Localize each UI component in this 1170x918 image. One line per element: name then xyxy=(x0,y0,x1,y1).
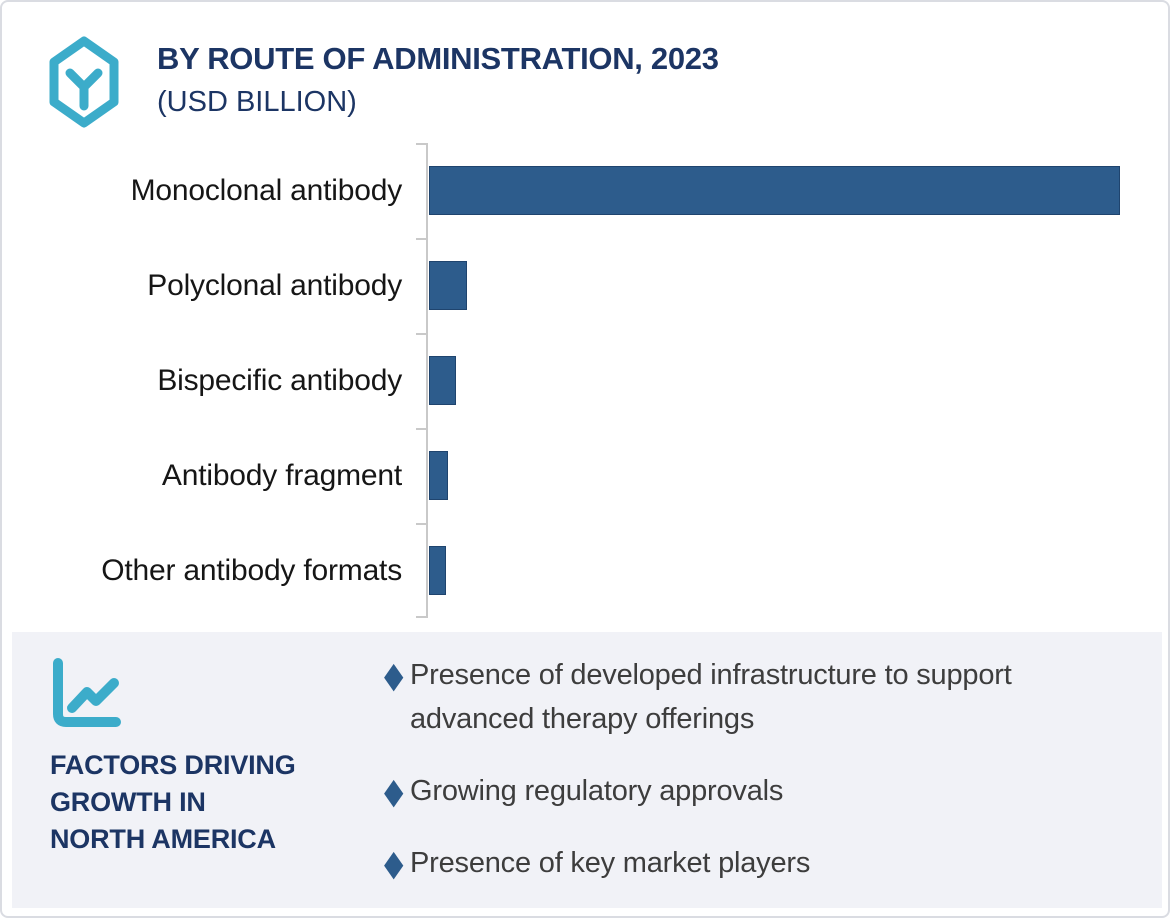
factors-heading-line: NORTH AMERICA xyxy=(50,824,276,854)
bullet-item: Growing regulatory approvals xyxy=(384,769,1060,813)
bullet-text: Growing regulatory approvals xyxy=(410,775,784,807)
category-label: Antibody fragment xyxy=(161,458,402,492)
chart-row: Antibody fragment xyxy=(2,428,1147,523)
chart-row: Monoclonal antibody xyxy=(2,143,1147,238)
line-chart-icon xyxy=(53,658,121,727)
diamond-bullet-icon xyxy=(384,841,402,885)
bar-track xyxy=(427,238,1147,333)
antibody-hexagon-icon xyxy=(49,36,119,128)
factors-bullet-list: Presence of developed infrastructure to … xyxy=(384,653,1060,885)
category-label: Monoclonal antibody xyxy=(130,173,403,207)
bar-monoclonal xyxy=(429,166,1121,215)
category-label: Polyclonal antibody xyxy=(147,268,402,302)
diamond-bullet-icon xyxy=(384,653,402,697)
bar-track xyxy=(427,523,1147,618)
chart-row: Bispecific antibody xyxy=(2,333,1147,428)
chart-row: Other antibody formats xyxy=(2,523,1147,618)
bar-track xyxy=(427,333,1147,428)
bullet-item: Presence of key market players xyxy=(384,841,1060,885)
factors-heading-line: FACTORS DRIVING xyxy=(50,750,296,780)
chart-row: Polyclonal antibody xyxy=(2,238,1147,333)
factors-panel: FACTORS DRIVING GROWTH IN NORTH AMERICA … xyxy=(12,632,1162,908)
bar-track xyxy=(427,428,1147,523)
title-block: BY ROUTE OF ADMINISTRATION, 2023 (USD BI… xyxy=(157,40,719,120)
factors-heading: FACTORS DRIVING GROWTH IN NORTH AMERICA xyxy=(50,747,296,858)
page-subtitle: (USD BILLION) xyxy=(157,86,357,118)
bar-other xyxy=(429,546,447,595)
category-label: Bispecific antibody xyxy=(157,363,402,397)
bar-chart: Monoclonal antibody Polyclonal antibody … xyxy=(2,143,1147,618)
bar-bispecific xyxy=(429,356,456,405)
bullet-text: Presence of developed infrastructure to … xyxy=(410,659,1012,735)
factors-heading-line: GROWTH IN xyxy=(50,787,206,817)
bar-polyclonal xyxy=(429,261,468,310)
diamond-bullet-icon xyxy=(384,769,402,813)
bullet-text: Presence of key market players xyxy=(410,847,811,879)
bar-fragment xyxy=(429,451,448,500)
page-title: BY ROUTE OF ADMINISTRATION, 2023 xyxy=(157,41,719,76)
category-label: Other antibody formats xyxy=(101,553,402,587)
bullet-item: Presence of developed infrastructure to … xyxy=(384,653,1060,741)
bar-track xyxy=(427,143,1147,238)
